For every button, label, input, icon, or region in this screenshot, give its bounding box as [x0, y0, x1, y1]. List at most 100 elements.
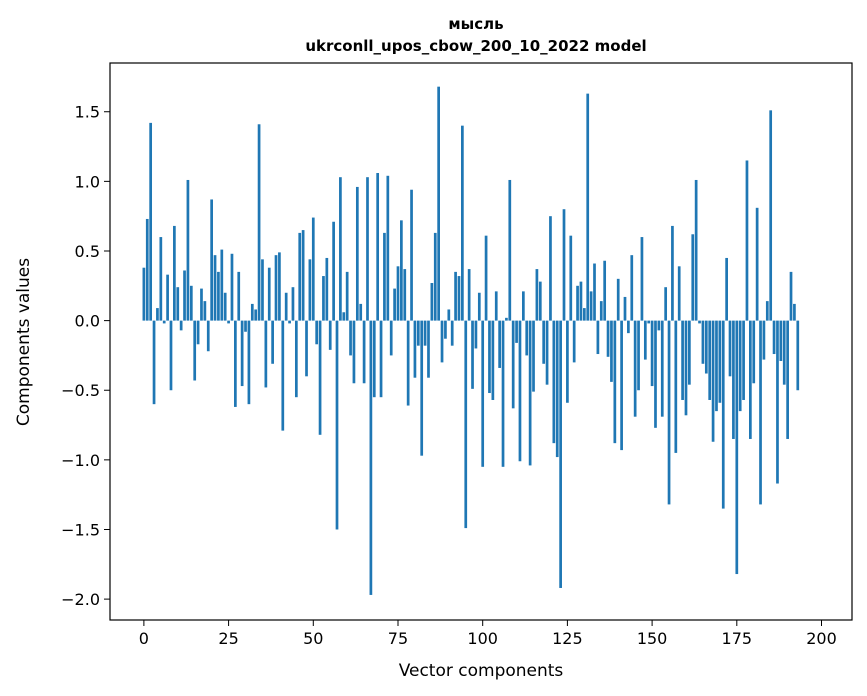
bar-13	[186, 179, 190, 321]
bar-39	[274, 255, 278, 321]
bar-124	[562, 209, 566, 321]
bar-65	[362, 320, 366, 384]
bar-75	[396, 266, 400, 321]
bar-36	[264, 320, 268, 388]
bar-136	[603, 260, 607, 321]
bar-27	[234, 320, 237, 407]
bar-18	[203, 301, 207, 321]
bar-28	[237, 271, 241, 321]
bar-90	[447, 309, 451, 321]
bar-42	[284, 292, 288, 321]
bar-134	[596, 320, 600, 355]
bar-132	[589, 291, 593, 321]
bar-91	[450, 320, 454, 346]
y-tick-label: −2.0	[61, 590, 100, 609]
bar-131	[586, 93, 590, 321]
bar-122	[555, 320, 559, 458]
bar-102	[488, 320, 491, 394]
bar-64	[359, 303, 363, 321]
bar-61	[349, 320, 352, 356]
bar-44	[291, 287, 295, 321]
bar-56	[332, 221, 335, 321]
bar-30	[244, 320, 247, 332]
bar-147	[640, 237, 644, 321]
bar-126	[569, 235, 573, 321]
chart-title: мысль	[448, 15, 503, 33]
bar-82	[420, 320, 424, 456]
bar-24	[223, 292, 227, 321]
y-axis-ticks: −2.0 −1.5 −1.0 −0.5 0.0 0.5 1.0 1.5	[61, 103, 110, 609]
bar-155	[667, 320, 671, 505]
bar-120	[549, 216, 552, 321]
bar-119	[545, 320, 549, 385]
bar-186	[772, 320, 776, 355]
bar-127	[572, 320, 576, 363]
bar-17	[200, 288, 203, 321]
bar-78	[406, 320, 410, 406]
bar-22	[217, 271, 220, 321]
bar-189	[782, 320, 786, 385]
bar-3	[152, 320, 156, 405]
bar-156	[671, 225, 674, 321]
bar-145	[633, 320, 637, 417]
bar-12	[183, 270, 186, 321]
y-axis-label: Components values	[14, 258, 34, 426]
bar-164	[698, 320, 701, 324]
bar-58	[339, 177, 342, 321]
bar-68	[372, 320, 376, 398]
bar-187	[776, 320, 779, 484]
bar-144	[630, 255, 634, 321]
bar-73	[389, 320, 393, 356]
bar-21	[213, 255, 217, 321]
bar-26	[230, 253, 234, 321]
bar-182	[759, 320, 762, 505]
bar-142	[623, 296, 627, 321]
y-tick-label: −1.0	[61, 451, 100, 470]
bar-133	[593, 263, 596, 321]
bar-172	[725, 257, 728, 321]
bar-113	[525, 320, 529, 356]
x-tick-label: 50	[303, 629, 323, 648]
bar-188	[779, 320, 783, 361]
bar-109	[511, 320, 515, 409]
y-tick-label: −1.5	[61, 520, 100, 539]
bar-80	[413, 320, 417, 378]
bar-150	[650, 320, 654, 387]
bar-100	[481, 320, 485, 467]
bar-38	[271, 320, 274, 364]
bar-19	[206, 320, 210, 352]
bar-37	[267, 267, 271, 321]
bar-159	[681, 320, 684, 400]
bar-125	[566, 320, 569, 403]
bar-108	[508, 179, 512, 321]
bar-47	[301, 230, 305, 321]
bar-130	[582, 308, 586, 321]
bar-72	[386, 175, 390, 321]
bar-29	[240, 320, 244, 387]
x-tick-label: 0	[139, 629, 149, 648]
bar-50	[311, 217, 315, 321]
bar-41	[281, 320, 285, 431]
bar-116	[535, 269, 539, 321]
bar-184	[765, 301, 769, 321]
x-tick-label: 125	[552, 629, 583, 648]
bar-163	[694, 179, 698, 321]
bar-69	[376, 173, 380, 321]
bar-49	[308, 259, 312, 321]
bar-143	[627, 320, 630, 334]
bar-81	[416, 320, 420, 346]
bar-79	[410, 189, 413, 321]
bar-97	[471, 320, 474, 389]
bar-149	[647, 320, 651, 324]
bar-115	[532, 320, 535, 392]
bar-6	[162, 320, 166, 324]
bar-1	[145, 218, 149, 321]
bar-4	[156, 308, 159, 321]
bar-83	[423, 320, 427, 346]
bar-168	[711, 320, 715, 442]
bar-86	[433, 232, 437, 321]
bar-151	[654, 320, 657, 428]
y-tick-label: 0.0	[75, 312, 100, 331]
x-tick-label: 75	[388, 629, 408, 648]
